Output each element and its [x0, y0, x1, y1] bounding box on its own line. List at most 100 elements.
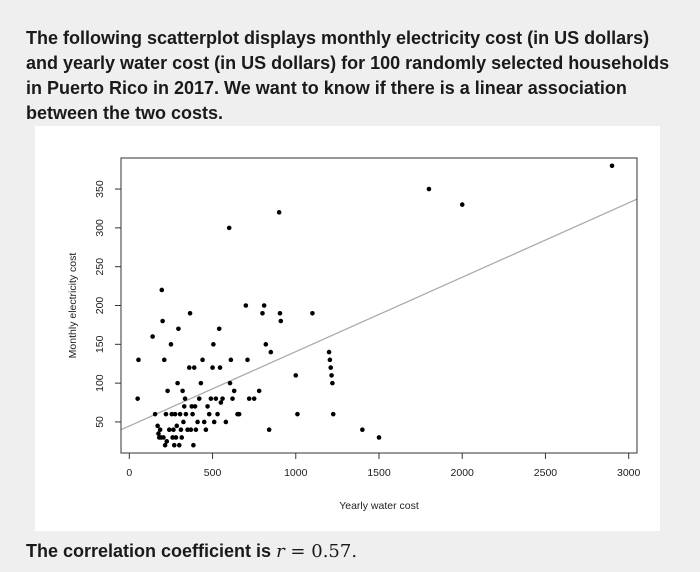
data-point [156, 431, 161, 436]
data-point [198, 380, 204, 386]
data-point [227, 380, 233, 386]
data-point [185, 427, 190, 433]
data-point [178, 427, 184, 433]
data-point [170, 435, 175, 440]
data-point [191, 365, 197, 370]
correlation-prefix: The correlation coefficient is [26, 541, 272, 561]
data-point [193, 427, 199, 433]
data-point [161, 435, 166, 440]
data-point [187, 310, 193, 316]
data-point [177, 411, 183, 417]
data-point [181, 419, 186, 425]
data-point [426, 186, 432, 192]
data-point [220, 396, 225, 401]
data-point [231, 388, 237, 394]
x-tick-label: 0 [126, 467, 132, 479]
data-point [246, 396, 252, 401]
data-point [208, 396, 214, 401]
data-point [175, 380, 180, 386]
data-point [226, 225, 232, 231]
data-point [277, 310, 283, 316]
x-axis-label: Yearly water cost [339, 500, 419, 512]
data-point [330, 380, 335, 386]
data-point [243, 303, 249, 308]
y-tick-label: 150 [94, 335, 106, 353]
fit-line [121, 198, 637, 431]
y-axis-label: Monthly electricity cost [67, 253, 79, 359]
axis-ticks: 0 500 1000 1500 2000 2500 3000 50 100 150 200 250 30… [94, 180, 641, 479]
data-point [218, 400, 224, 405]
x-tick-label: 500 [204, 467, 222, 479]
data-point [195, 419, 200, 425]
data-point [165, 388, 170, 394]
data-point [169, 411, 175, 417]
data-point [168, 342, 174, 347]
x-tick-label: 2000 [451, 467, 475, 479]
data-point [150, 334, 155, 339]
data-point [236, 411, 242, 417]
y-tick-label: 300 [94, 219, 106, 237]
x-tick-label: 3000 [617, 467, 641, 479]
data-point [159, 287, 165, 293]
data-point [171, 427, 176, 433]
data-point [256, 388, 262, 394]
data-point [330, 411, 336, 417]
plot-frame [120, 157, 638, 454]
x-tick-label: 2500 [534, 467, 558, 479]
data-point [329, 373, 334, 378]
data-point [260, 310, 265, 316]
data-point [157, 427, 163, 433]
data-point [190, 411, 195, 417]
intro-text: The following scatterplot displays month… [26, 28, 670, 123]
data-point [200, 357, 205, 363]
y-tick-label: 350 [94, 180, 106, 198]
data-point [326, 349, 332, 355]
data-point [186, 365, 192, 370]
data-point [376, 435, 382, 440]
data-point [228, 357, 234, 363]
x-tick-label: 1000 [284, 467, 308, 479]
data-point [327, 357, 333, 363]
data-point [172, 411, 178, 417]
regression-line [121, 198, 637, 431]
data-point [459, 202, 465, 207]
data-point [192, 404, 198, 409]
data-point [210, 365, 215, 370]
data-point [276, 210, 282, 215]
correlation-value: 0.57. [311, 541, 358, 562]
data-point [163, 411, 169, 417]
data-point [251, 396, 257, 401]
data-point [328, 365, 334, 370]
data-point [136, 357, 141, 363]
data-point [230, 396, 235, 401]
x-tick-label: 1500 [367, 467, 391, 479]
data-point [211, 419, 217, 425]
data-point [162, 442, 168, 448]
y-tick-label: 100 [94, 374, 106, 392]
data-point [310, 310, 315, 316]
data-point [217, 365, 223, 370]
data-point [211, 342, 216, 347]
data-point [196, 396, 202, 401]
data-point [609, 163, 615, 169]
y-tick-label: 250 [94, 258, 106, 276]
data-point [189, 404, 195, 409]
data-point [171, 442, 177, 448]
data-point [161, 357, 167, 363]
data-point [203, 427, 209, 433]
data-point [360, 427, 365, 433]
data-point [206, 411, 212, 417]
data-point [215, 411, 220, 417]
scatterplot: 0 500 1000 1500 2000 2500 3000 50 100 150 200 250 30… [67, 157, 641, 512]
data-point [263, 342, 269, 347]
data-point [173, 435, 179, 440]
data-point [268, 349, 274, 355]
data-point [293, 373, 299, 378]
data-point [181, 404, 187, 409]
data-point [166, 427, 172, 433]
data-point [180, 388, 185, 394]
data-point [216, 326, 222, 332]
correlation-formula: r = 0.57. [276, 541, 357, 562]
data-point [213, 396, 219, 401]
equals-sign: = [290, 541, 306, 562]
